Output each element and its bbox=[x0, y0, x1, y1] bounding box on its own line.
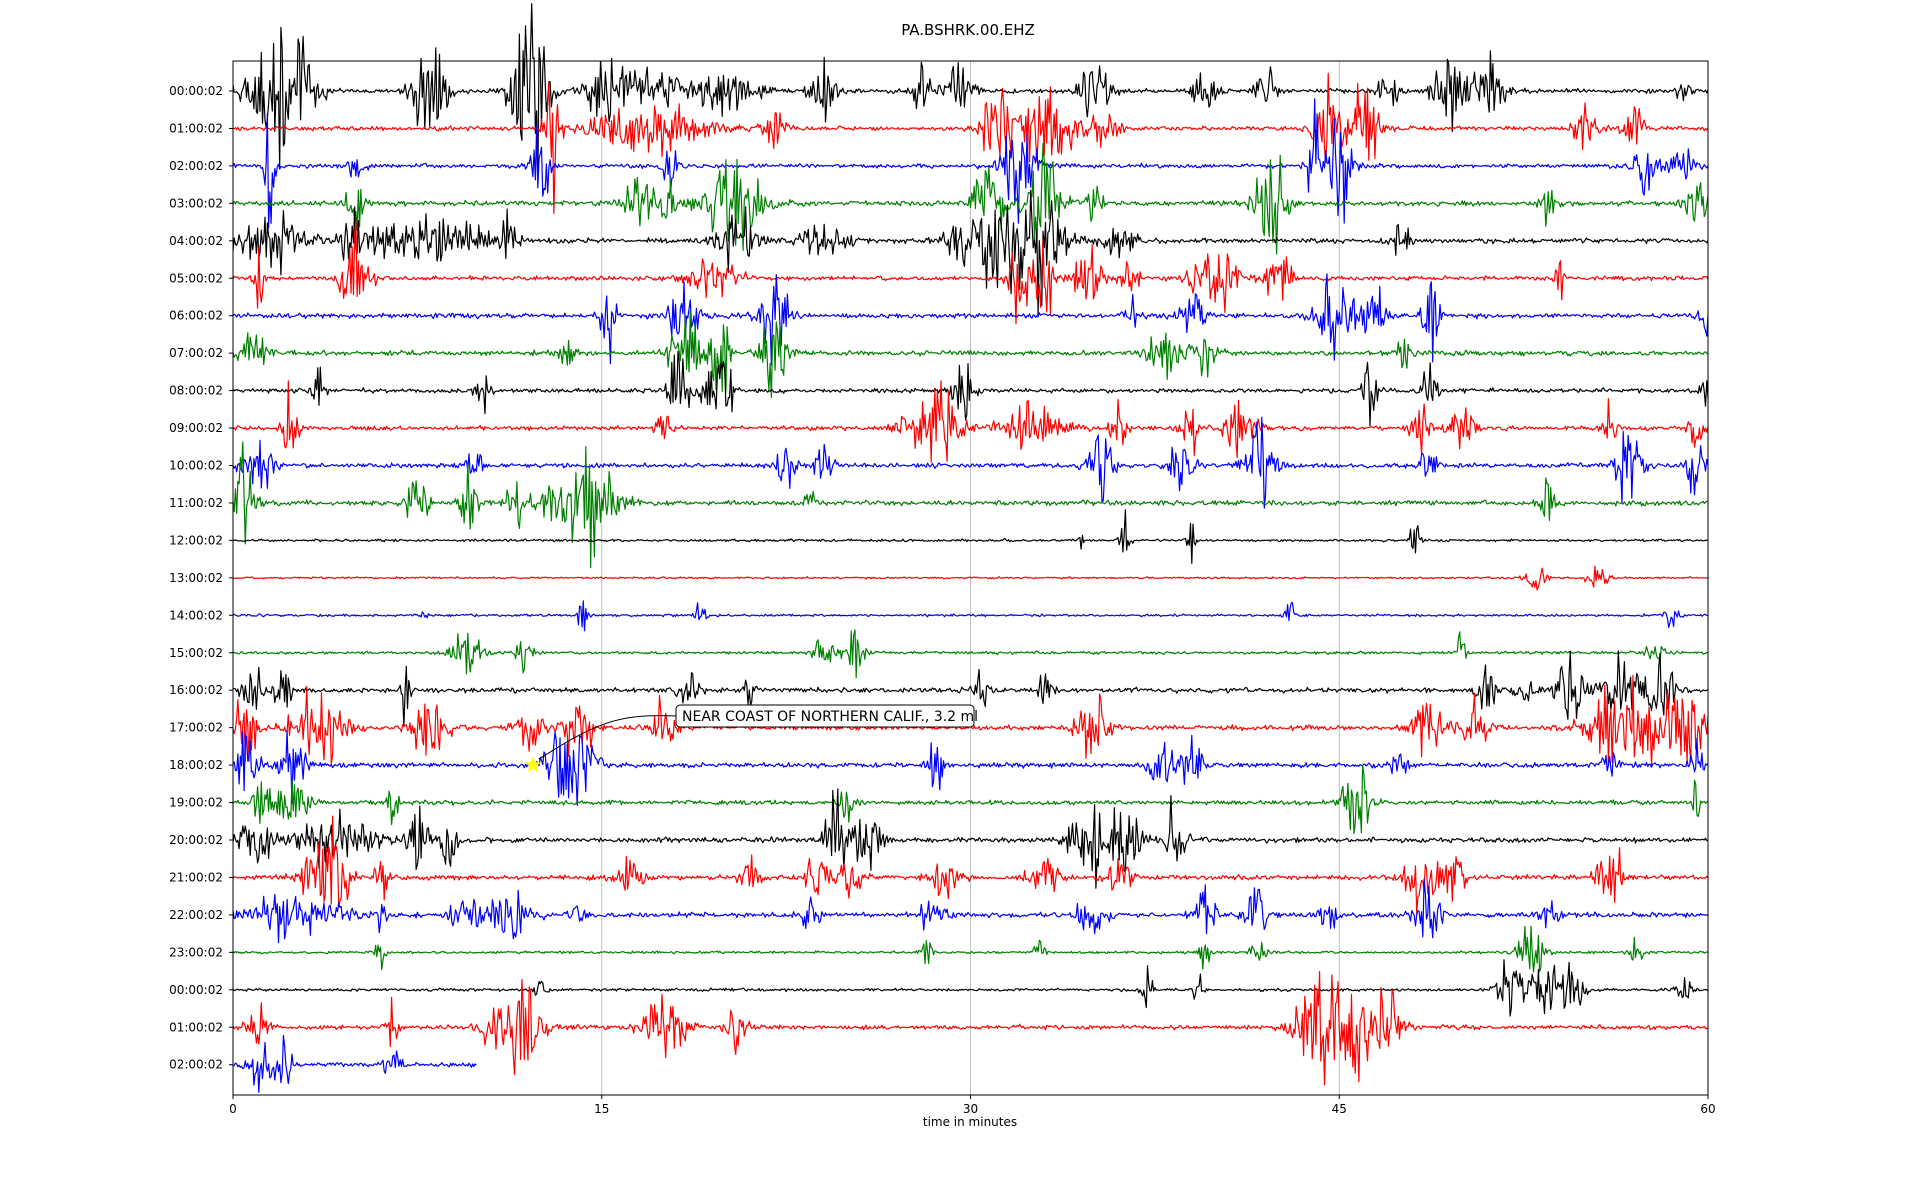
y-tick-label: 16:00:02 bbox=[169, 683, 223, 697]
trace-row bbox=[232, 925, 1709, 973]
y-tick-label: 03:00:02 bbox=[169, 196, 223, 210]
trace-row bbox=[232, 143, 1709, 255]
trace-row bbox=[232, 441, 1709, 569]
annotation-connector bbox=[538, 715, 677, 760]
y-tick-label: 23:00:02 bbox=[169, 945, 223, 959]
annotation-text: NEAR COAST OF NORTHERN CALIF., 3.2 ml bbox=[682, 709, 978, 725]
trace-row bbox=[232, 310, 1709, 398]
trace-row bbox=[232, 350, 1709, 427]
x-tick-label: 30 bbox=[963, 1102, 978, 1116]
plot-frame bbox=[232, 60, 1709, 1096]
y-tick-label: 12:00:02 bbox=[169, 533, 223, 547]
trace-row bbox=[232, 629, 1709, 679]
y-tick-label: 02:00:02 bbox=[169, 1058, 223, 1072]
x-axis-label: time in minutes bbox=[923, 1115, 1017, 1129]
trace-row bbox=[232, 600, 1709, 632]
y-tick-label: 11:00:02 bbox=[169, 496, 223, 510]
trace-row bbox=[232, 970, 1709, 1086]
trace-row bbox=[232, 878, 1709, 944]
trace-row bbox=[232, 788, 1709, 889]
x-tick-label: 0 bbox=[229, 1102, 237, 1116]
y-tick-label: 18:00:02 bbox=[169, 758, 223, 772]
y-tick-label: 05:00:02 bbox=[169, 271, 223, 285]
x-tick-label: 15 bbox=[594, 1102, 609, 1116]
y-tick-label: 09:00:02 bbox=[169, 421, 223, 435]
y-tick-label: 22:00:02 bbox=[169, 908, 223, 922]
trace-row bbox=[232, 1034, 477, 1093]
y-tick-label: 08:00:02 bbox=[169, 384, 223, 398]
trace-row bbox=[232, 565, 1709, 591]
annotation-box bbox=[675, 704, 975, 728]
trace-row bbox=[232, 764, 1709, 835]
trace-row bbox=[232, 959, 1709, 1017]
trace-rows bbox=[232, 3, 1709, 1093]
y-tick-label: 10:00:02 bbox=[169, 459, 223, 473]
trace-row bbox=[232, 730, 1709, 806]
trace-row bbox=[232, 815, 1709, 915]
trace-row bbox=[232, 650, 1709, 728]
y-tick-label: 01:00:02 bbox=[169, 1020, 223, 1034]
y-tick-label: 00:00:02 bbox=[169, 983, 223, 997]
x-tick-labels: 0 15 30 45 60 bbox=[229, 1095, 1716, 1116]
trace-row bbox=[232, 380, 1709, 463]
trace-row bbox=[232, 509, 1709, 564]
y-tick-label: 17:00:02 bbox=[169, 721, 223, 735]
y-tick-label: 14:00:02 bbox=[169, 608, 223, 622]
y-tick-label: 06:00:02 bbox=[169, 309, 223, 323]
trace-row bbox=[232, 416, 1709, 509]
y-tick-label: 19:00:02 bbox=[169, 796, 223, 810]
x-tick-label: 60 bbox=[1700, 1102, 1715, 1116]
y-tick-label: 00:00:02 bbox=[169, 84, 223, 98]
y-tick-labels: 00:00:02 01:00:02 02:00:02 03:00:02 04:00:02… bbox=[169, 84, 233, 1072]
y-tick-label: 07:00:02 bbox=[169, 346, 223, 360]
y-tick-label: 21:00:02 bbox=[169, 870, 223, 884]
y-tick-label: 04:00:02 bbox=[169, 234, 223, 248]
chart-title: PA.BSHRK.00.EHZ bbox=[901, 21, 1035, 39]
trace-row bbox=[232, 98, 1709, 229]
trace-row bbox=[232, 189, 1709, 318]
y-tick-label: 20:00:02 bbox=[169, 833, 223, 847]
y-tick-label: 01:00:02 bbox=[169, 121, 223, 135]
y-tick-label: 13:00:02 bbox=[169, 571, 223, 585]
trace-row bbox=[232, 273, 1709, 366]
event-annotation: NEAR COAST OF NORTHERN CALIF., 3.2 ml bbox=[524, 704, 978, 773]
x-tick-label: 45 bbox=[1332, 1102, 1347, 1116]
y-tick-label: 15:00:02 bbox=[169, 646, 223, 660]
trace-row bbox=[232, 72, 1709, 214]
trace-row bbox=[232, 220, 1709, 325]
trace-row bbox=[232, 3, 1709, 184]
event-star-icon bbox=[524, 756, 542, 773]
y-tick-label: 02:00:02 bbox=[169, 159, 223, 173]
